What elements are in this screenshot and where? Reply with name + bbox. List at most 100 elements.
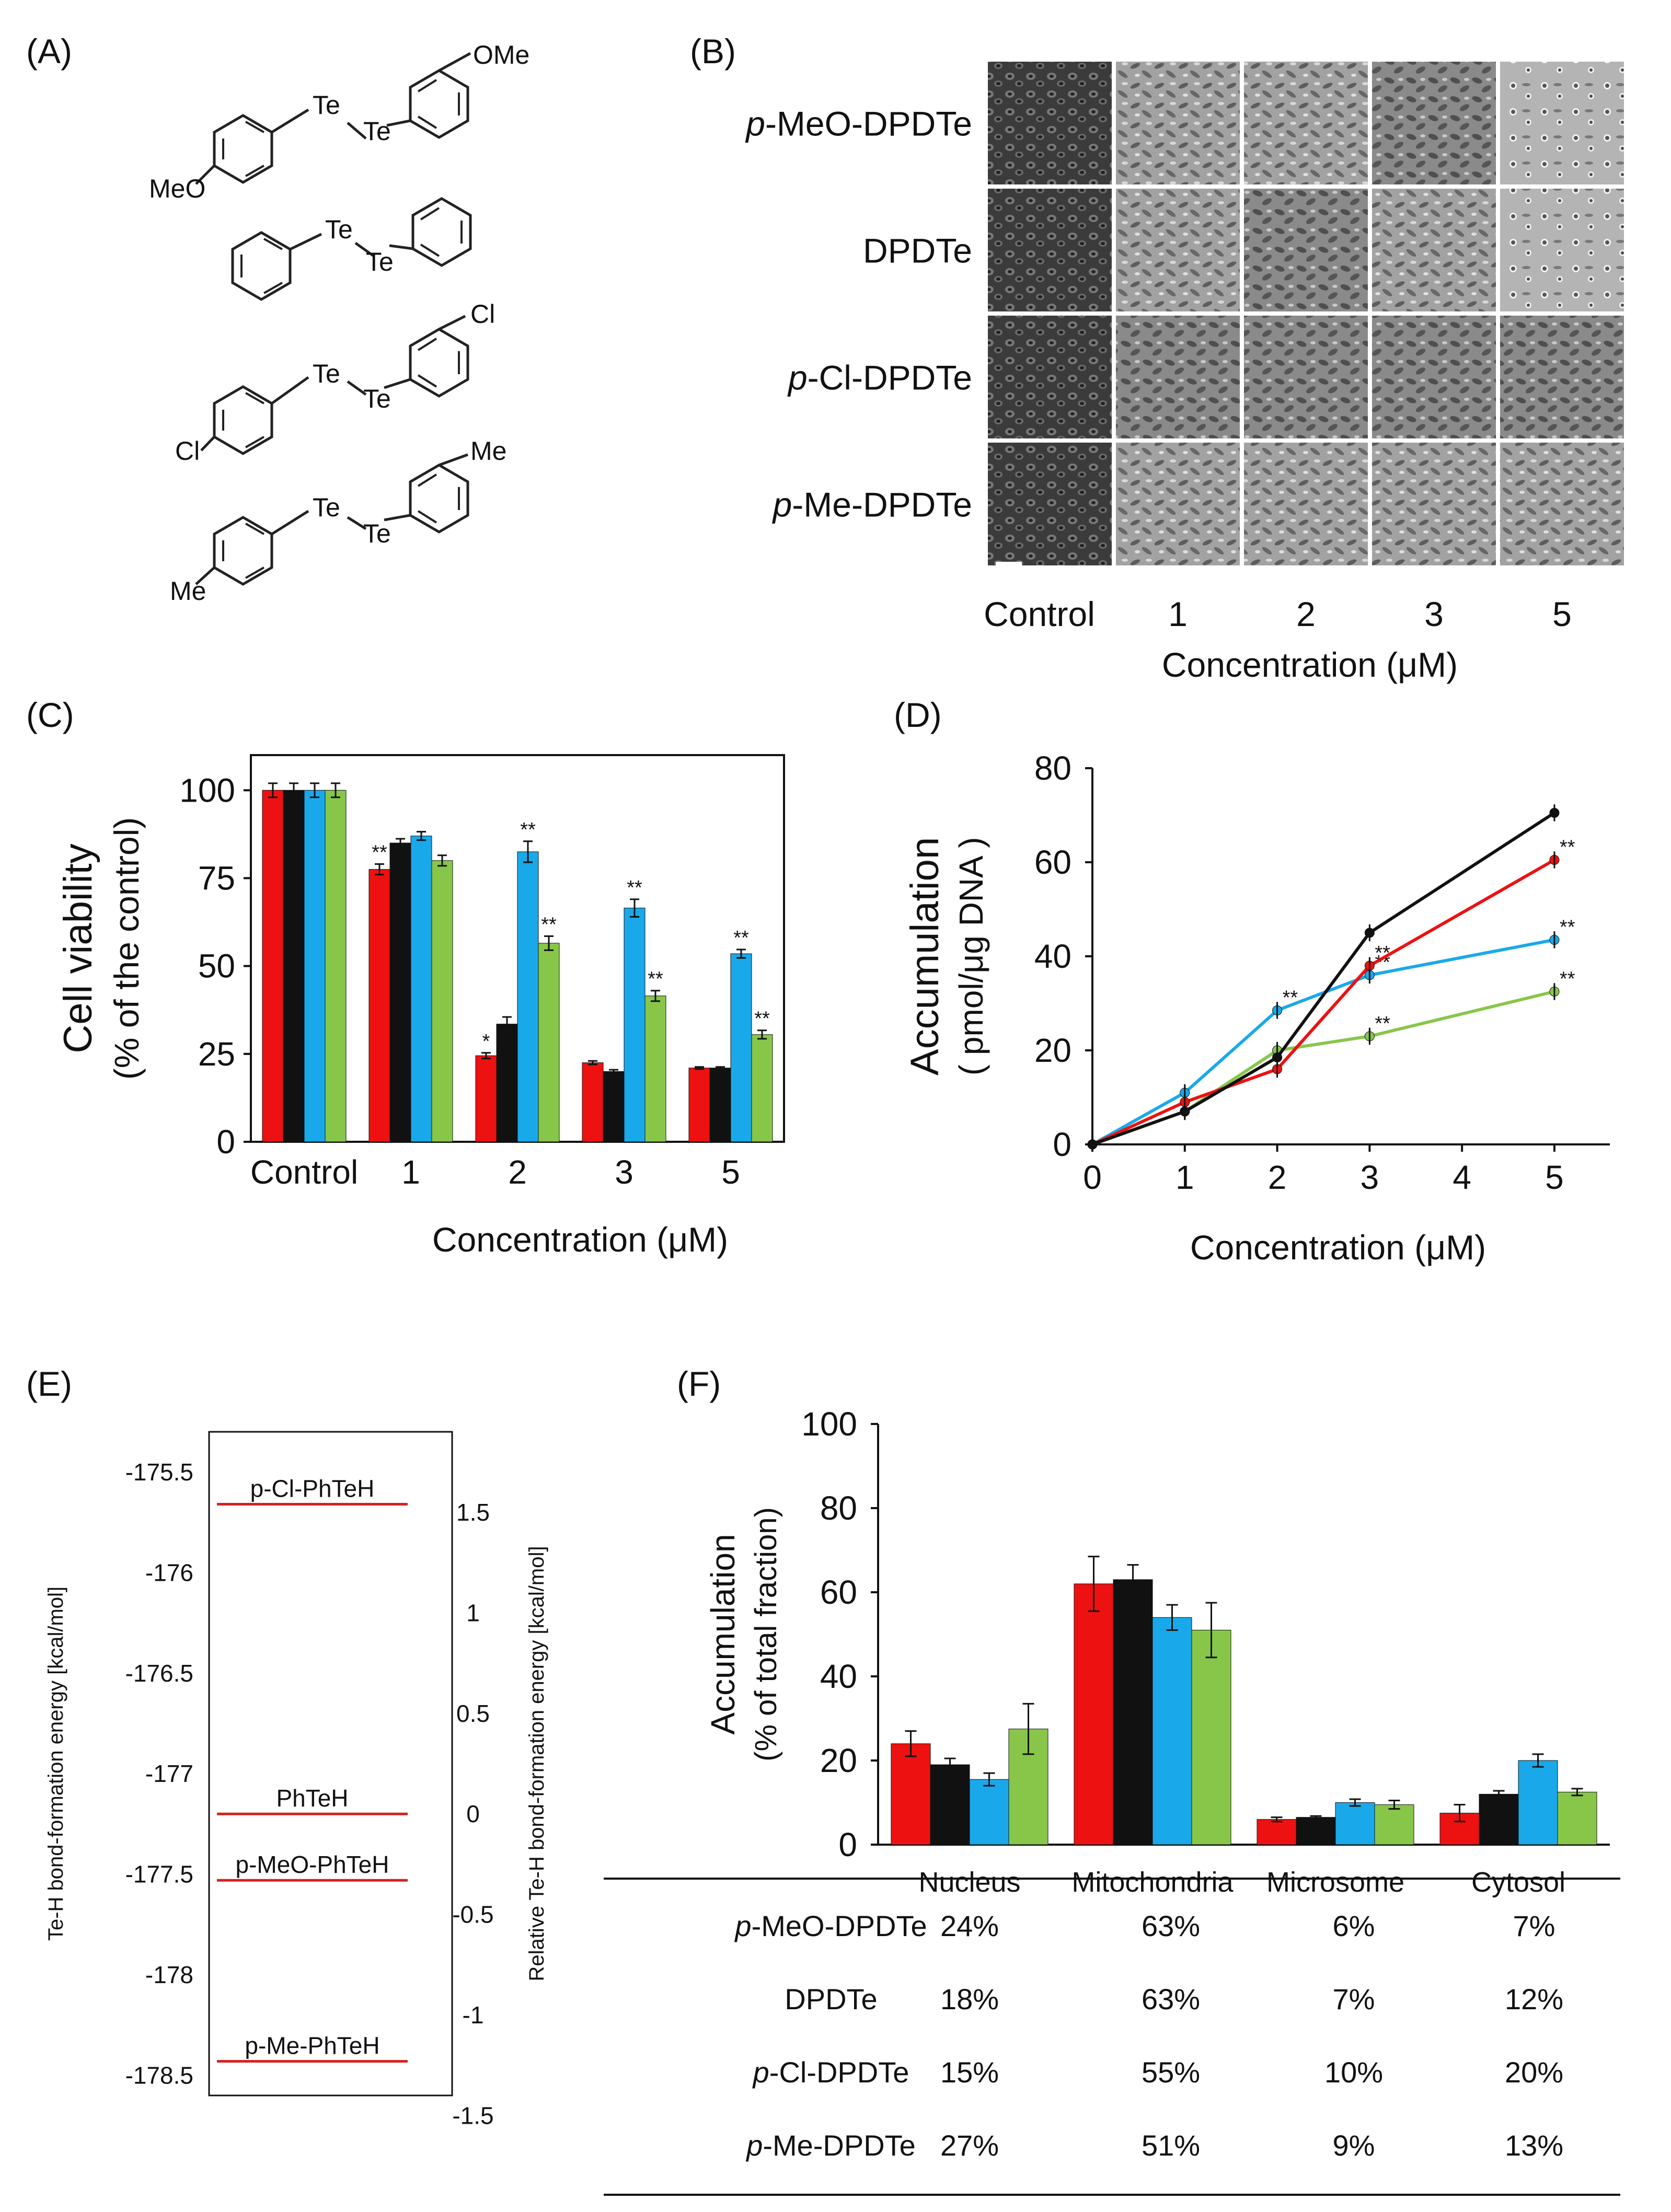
- bar-nucleus-series1: [891, 1743, 931, 1845]
- micrograph-r4-c4: [1372, 443, 1496, 565]
- micrograph-row-name: -Cl-DPDTe: [808, 358, 972, 397]
- y-tick-label: 80: [1034, 749, 1071, 787]
- panel-label-d: (D): [894, 696, 942, 734]
- panel-f-fraction-chart: 0 20 40 60 80 100 Nucleus Mitochondria Microsome…: [704, 1405, 1610, 1898]
- table-cell: 12%: [1505, 1983, 1563, 2016]
- y-axis-title: Cell viability: [56, 843, 100, 1053]
- table-cell: 63%: [1142, 1909, 1200, 1942]
- table-row-name: -Cl-DPDTe: [769, 2056, 909, 2089]
- micrograph-row-prefix: p: [745, 105, 765, 143]
- y-axis-subtitle: (% of the control): [107, 817, 146, 1080]
- micrograph-r3-c4: [1372, 316, 1496, 438]
- significance-mark: **: [648, 968, 663, 990]
- micrograph-row-label: p-Cl-DPDTe: [787, 358, 972, 397]
- y-tick-label: 25: [198, 1035, 235, 1073]
- y-tick-label: -176.5: [125, 1660, 193, 1687]
- significance-mark: **: [1375, 942, 1390, 964]
- bar-cytosol-series3: [1518, 1760, 1558, 1845]
- structure-h-te1: Te: [325, 215, 353, 244]
- bar-2-series1: [475, 1055, 497, 1142]
- table-cell: 63%: [1142, 1983, 1200, 2016]
- table-cell: 10%: [1324, 2056, 1383, 2089]
- x-tick-label: 1: [1176, 1159, 1194, 1196]
- y2-tick-label: 1.5: [456, 1499, 490, 1526]
- energy-level-label: p-Me-PhTeH: [245, 2032, 379, 2059]
- energy-level-label: p-Cl-PhTeH: [250, 1475, 375, 1502]
- x-tick-label: Control: [250, 1153, 358, 1191]
- significance-mark: **: [1560, 837, 1575, 859]
- table-row-name: -MeO-DPDTe: [752, 1909, 927, 1942]
- micrograph-row-prefix: p: [787, 358, 808, 397]
- x-tick-label: Cytosol: [1471, 1867, 1565, 1898]
- table-row-prefix: p: [745, 2129, 763, 2162]
- table-cell: 15%: [940, 2056, 999, 2089]
- table-cell: 18%: [940, 1983, 999, 2016]
- bar-Control-series4: [325, 790, 347, 1142]
- bar-2-series2: [496, 1024, 518, 1142]
- structure-cl-bottom: Cl: [175, 436, 200, 466]
- significance-mark: **: [754, 1008, 770, 1030]
- bar-microsome-series4: [1374, 1804, 1414, 1845]
- bar-Control-series3: [304, 790, 326, 1142]
- panel-label-a: (A): [26, 32, 72, 71]
- micrograph-r2-c3: [1244, 189, 1368, 311]
- x-tick-label: 5: [1545, 1159, 1564, 1196]
- micrograph-column-label: 3: [1424, 595, 1444, 633]
- micrograph-row-name: DPDTe: [863, 231, 972, 270]
- y-tick-label: 0: [216, 1123, 235, 1161]
- micrograph-r1-c2: [1116, 62, 1240, 184]
- structure-me-te1: Te: [313, 493, 340, 522]
- bar-microsome-series2: [1296, 1817, 1336, 1845]
- micrograph-row-label: p-Me-DPDTe: [772, 485, 972, 524]
- bar-microsome-series1: [1257, 1819, 1297, 1845]
- micrograph-r4-c5: [1500, 443, 1624, 565]
- y-tick-label: 75: [198, 859, 235, 897]
- energy-level-label: p-MeO-PhTeH: [236, 1851, 389, 1878]
- micrograph-row-prefix: p: [772, 485, 792, 524]
- panel-b-micrographs: p-MeO-DPDTeDPDTep-Cl-DPDTep-Me-DPDTeCont…: [745, 62, 1624, 684]
- bar-2-series4: [538, 943, 560, 1142]
- x-tick-label: Microsome: [1266, 1867, 1404, 1898]
- y2-tick-label: 0: [466, 1800, 480, 1827]
- series-line-1: [1091, 858, 1555, 1146]
- plot-frame: [208, 1431, 453, 2097]
- micrograph-r1-c1: [988, 62, 1112, 184]
- energy-level-label: PhTeH: [276, 1785, 348, 1812]
- significance-mark: **: [372, 842, 387, 864]
- x-tick-label: 3: [1361, 1159, 1379, 1196]
- significance-mark: **: [1560, 968, 1575, 990]
- significance-mark: **: [733, 927, 749, 949]
- x-tick-label: 4: [1453, 1159, 1471, 1196]
- x-tick-label: Mitochondria: [1071, 1867, 1234, 1898]
- y2-tick-label: 1: [466, 1599, 480, 1626]
- micrograph-x-axis-title: Concentration (μM): [1162, 645, 1458, 684]
- significance-mark: *: [482, 1030, 490, 1052]
- bar-microsome-series3: [1335, 1802, 1375, 1845]
- bar-5-series3: [730, 953, 752, 1142]
- structure-cl-te2: Te: [363, 384, 391, 413]
- bar-3-series4: [644, 995, 666, 1142]
- table-cell: 6%: [1333, 1909, 1375, 1942]
- table-cell: 13%: [1505, 2129, 1563, 2162]
- micrograph-column-label: 2: [1296, 595, 1316, 633]
- micrograph-r2-c1: [988, 189, 1112, 311]
- table-row-label: DPDTe: [785, 1983, 877, 2016]
- y-tick-label: -178: [145, 1961, 193, 1988]
- x-axis-title: Concentration (μM): [1190, 1228, 1486, 1267]
- significance-mark: **: [627, 877, 642, 899]
- micrograph-r4-c3: [1244, 443, 1368, 565]
- significance-mark: **: [1375, 1013, 1390, 1035]
- y-tick-label: 50: [198, 947, 235, 985]
- y-axis-title: Accumulation: [704, 1534, 742, 1734]
- fraction-table: p-MeO-DPDTe 24% 63% 6% 7%DPDTe 18% 63% 7% 12%p-C…: [604, 1878, 1620, 2196]
- bar-3-series2: [603, 1071, 625, 1142]
- micrograph-r2-c4: [1372, 189, 1496, 311]
- bar-Control-series1: [262, 790, 284, 1142]
- table-cell: 51%: [1142, 2129, 1200, 2162]
- y2-axis-title: Relative Te-H bond-formation energy [kca…: [525, 1546, 548, 1982]
- bar-nucleus-series3: [969, 1779, 1009, 1845]
- x-tick-label: Nucleus: [918, 1867, 1020, 1898]
